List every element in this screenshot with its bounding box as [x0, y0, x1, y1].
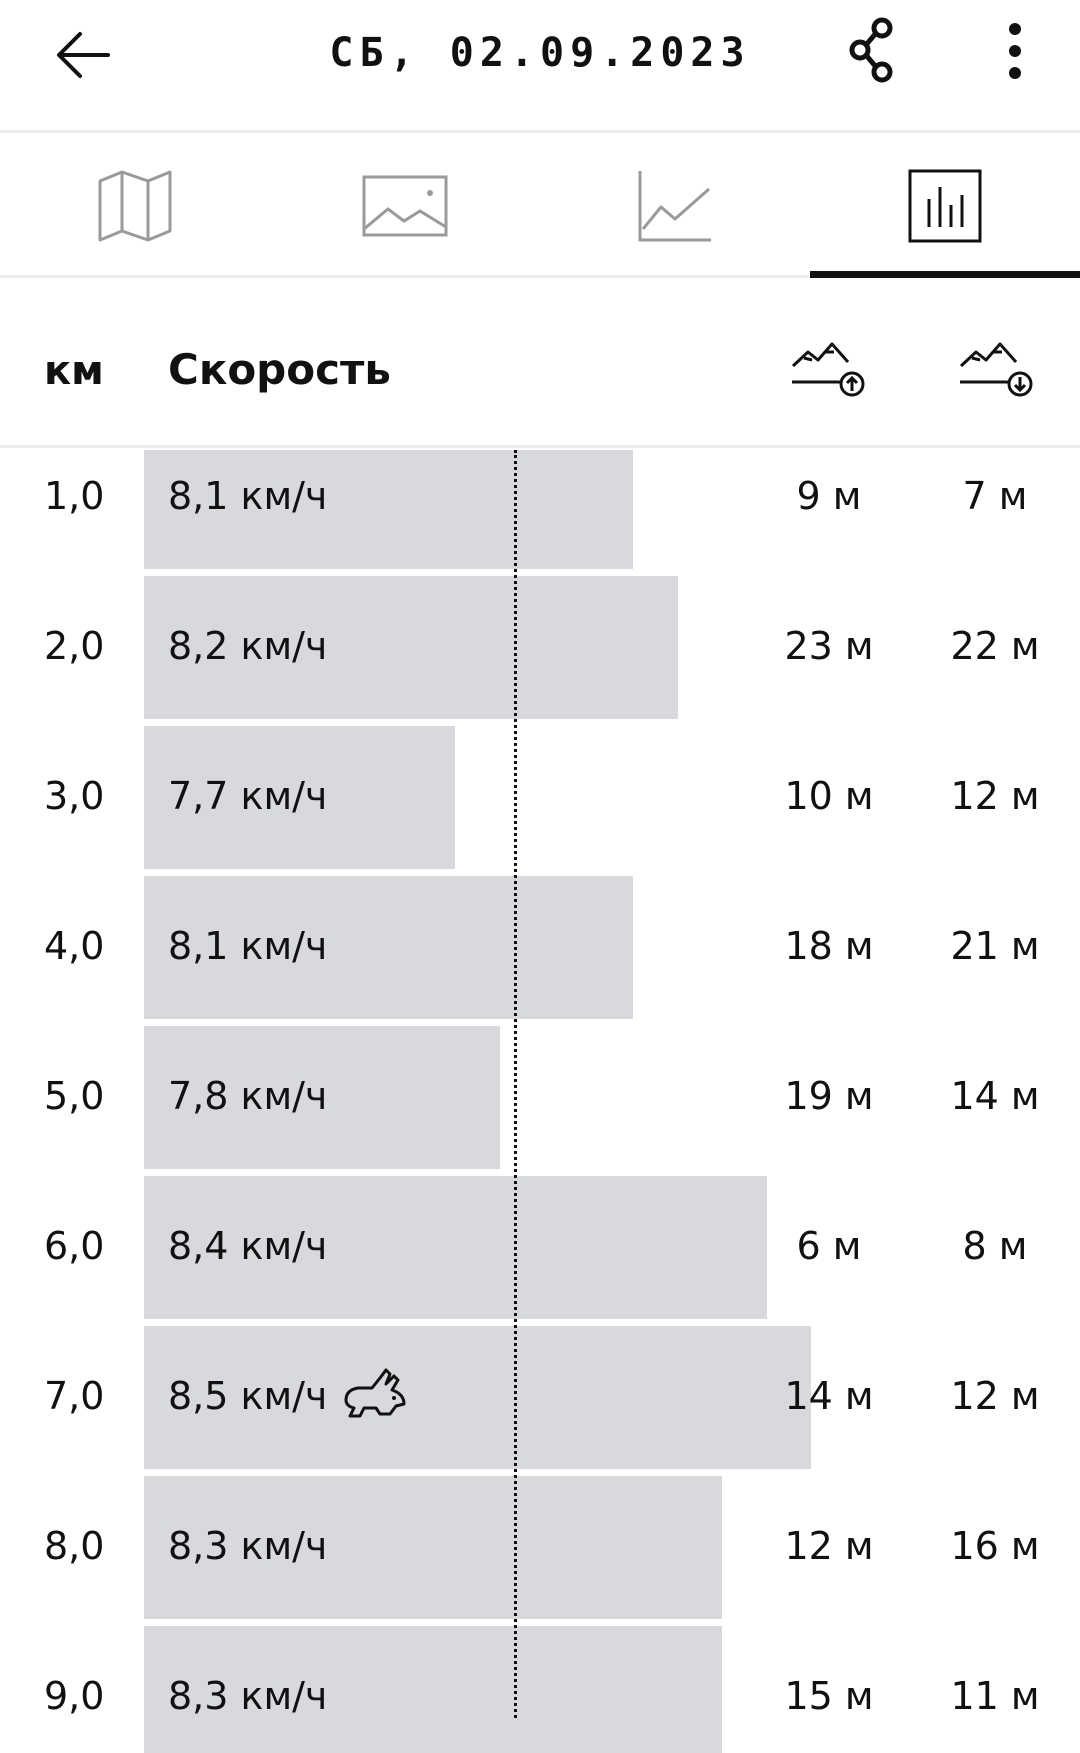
line-chart-icon	[638, 170, 711, 241]
split-km: 1,0	[44, 474, 105, 518]
split-speed: 8,5 км/ч	[168, 1374, 328, 1418]
table-row[interactable]: 5,0 7,8 км/ч 19 м 14 м	[0, 1026, 1080, 1169]
split-speed: 8,3 км/ч	[168, 1674, 328, 1718]
table-row[interactable]: 8,0 8,3 км/ч 12 м 16 м	[0, 1476, 1080, 1619]
table-row[interactable]: 9,0 8,3 км/ч 15 м 11 м	[0, 1626, 1080, 1753]
tab-splits[interactable]	[810, 136, 1080, 278]
split-descent: 7 м	[962, 474, 1028, 518]
speed-bar	[144, 1026, 500, 1169]
photo-icon	[362, 175, 448, 236]
speed-bar	[144, 1626, 722, 1753]
speed-bar	[144, 450, 633, 569]
split-ascent: 18 м	[784, 924, 874, 968]
mountain-descent-icon	[959, 342, 1033, 397]
speed-bar	[144, 1326, 811, 1469]
split-speed: 8,4 км/ч	[168, 1224, 328, 1268]
split-km: 2,0	[44, 624, 105, 668]
split-km: 4,0	[44, 924, 105, 968]
table-row[interactable]: 6,0 8,4 км/ч 6 м 8 м	[0, 1176, 1080, 1319]
split-ascent: 10 м	[784, 774, 874, 818]
split-descent: 22 м	[950, 624, 1040, 668]
bar-chart-icon	[908, 169, 982, 242]
split-speed: 8,1 км/ч	[168, 474, 328, 518]
split-descent: 8 м	[962, 1224, 1028, 1268]
map-icon	[98, 170, 172, 241]
page-title: СБ, 02.09.2023	[329, 30, 751, 76]
split-descent: 21 м	[950, 924, 1040, 968]
split-ascent: 15 м	[784, 1674, 874, 1718]
splits-header: км Скорость	[0, 282, 1080, 448]
split-speed: 8,2 км/ч	[168, 624, 328, 668]
speed-bar	[144, 876, 633, 1019]
split-ascent: 6 м	[796, 1224, 862, 1268]
split-descent: 11 м	[950, 1674, 1040, 1718]
km-column-label: км	[44, 348, 104, 394]
split-descent: 12 м	[950, 774, 1040, 818]
split-ascent: 23 м	[784, 624, 874, 668]
table-row[interactable]: 2,0 8,2 км/ч 23 м 22 м	[0, 576, 1080, 719]
mountain-ascent-icon	[791, 342, 865, 397]
split-ascent: 9 м	[796, 474, 862, 518]
split-km: 3,0	[44, 774, 105, 818]
split-km: 9,0	[44, 1674, 105, 1718]
tab-photos[interactable]	[270, 136, 540, 275]
split-km: 8,0	[44, 1524, 105, 1568]
speed-column-label: Скорость	[168, 345, 391, 394]
splits-list[interactable]: 1,0 8,1 км/ч 9 м 7 м 2,0 8,2 км/ч 23 м 22 м 3,0 7…	[0, 450, 1080, 1753]
split-speed: 7,8 км/ч	[168, 1074, 328, 1118]
split-km: 5,0	[44, 1074, 105, 1118]
split-ascent: 14 м	[784, 1374, 874, 1418]
share-icon[interactable]	[846, 16, 902, 84]
table-row[interactable]: 7,0 8,5 км/ч 14 м 12 м	[0, 1326, 1080, 1469]
table-row[interactable]: 1,0 8,1 км/ч 9 м 7 м	[0, 450, 1080, 569]
split-km: 7,0	[44, 1374, 105, 1418]
view-tabs	[0, 136, 1080, 278]
split-descent: 16 м	[950, 1524, 1040, 1568]
speed-bar	[144, 1476, 722, 1619]
arrow-left-icon[interactable]	[50, 22, 116, 88]
split-ascent: 12 м	[784, 1524, 874, 1568]
split-descent: 14 м	[950, 1074, 1040, 1118]
table-row[interactable]: 3,0 7,7 км/ч 10 м 12 м	[0, 726, 1080, 869]
speed-bar	[144, 1176, 767, 1319]
rabbit-icon	[344, 1368, 406, 1418]
tab-map[interactable]	[0, 136, 270, 275]
split-descent: 12 м	[950, 1374, 1040, 1418]
speed-bar	[144, 726, 455, 869]
split-ascent: 19 м	[784, 1074, 874, 1118]
split-speed: 8,1 км/ч	[168, 924, 328, 968]
app-bar: СБ, 02.09.2023	[0, 0, 1080, 133]
more-vertical-icon[interactable]	[1000, 20, 1030, 82]
tab-graph[interactable]	[540, 136, 810, 275]
table-row[interactable]: 4,0 8,1 км/ч 18 м 21 м	[0, 876, 1080, 1019]
split-speed: 8,3 км/ч	[168, 1524, 328, 1568]
split-speed: 7,7 км/ч	[168, 774, 328, 818]
speed-bar	[144, 576, 678, 719]
split-km: 6,0	[44, 1224, 105, 1268]
average-speed-line	[514, 450, 517, 1718]
